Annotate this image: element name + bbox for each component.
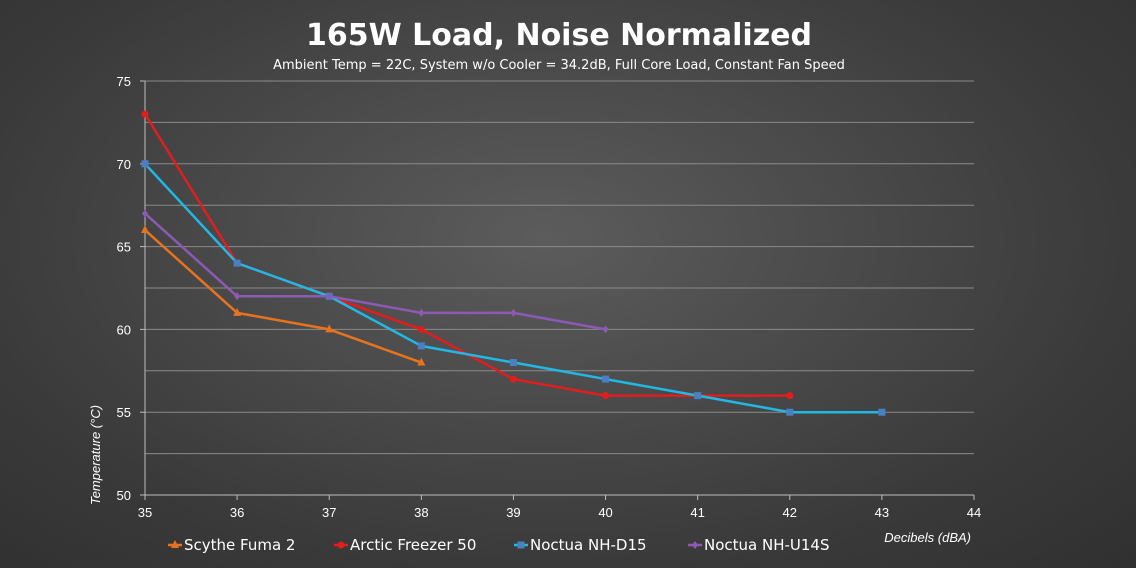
data-point [141,160,149,168]
data-point [509,375,517,383]
data-point [602,375,610,383]
x-tick-label: 44 [967,505,981,520]
data-point [509,359,517,367]
x-axis-label: Decibels (dBA) [884,530,971,545]
legend: Scythe Fuma 2 Arctic Freezer 50 Noctua NH-… [168,536,830,554]
legend-label: Arctic Freezer 50 [350,536,476,554]
data-point [786,408,794,416]
legend-label: Noctua NH-D15 [530,536,647,554]
data-point [337,541,345,549]
x-tick-label: 41 [690,505,704,520]
x-tick-label: 43 [875,505,889,520]
x-tick-label: 35 [138,505,152,520]
x-tick-label: 37 [322,505,336,520]
data-point [786,392,794,400]
data-point [233,259,241,267]
data-point [141,110,149,118]
series-lines [143,113,882,414]
data-point [326,292,333,301]
data-point [142,209,148,218]
data-point [510,308,517,317]
data-point [692,541,698,549]
data-point [878,408,886,416]
series-line [144,212,606,331]
data-point [233,307,242,316]
series-line [144,229,422,364]
x-tick-label: 38 [414,505,428,520]
data-point [325,324,334,333]
chart-subtitle: Ambient Temp = 22C, System w/o Cooler = … [273,58,845,73]
x-tick-label: 42 [783,505,797,520]
x-tick-label: 40 [598,505,612,520]
x-tick-label: 39 [506,505,520,520]
data-point [694,392,702,400]
legend-label: Noctua NH-U14S [704,536,830,554]
data-point [418,308,425,317]
y-tick-label: 65 [117,240,131,255]
y-tick-label: 75 [117,74,131,89]
y-axis-label: Temperature (°C) [88,405,103,505]
chart-title: 165W Load, Noise Normalized [306,18,812,53]
data-point [517,541,525,549]
y-tick-label: 50 [117,488,131,503]
axes: 50 55 60 65 70 75 35 36 37 38 39 40 41 42 43 44 [117,74,982,520]
data-point [141,225,149,234]
data-point [602,325,609,334]
y-tick-label: 60 [117,322,131,337]
data-point [417,357,426,366]
gridlines [145,80,974,455]
data-point [417,325,425,333]
series-markers [141,110,886,416]
x-tick-label: 36 [230,505,244,520]
y-tick-label: 70 [117,157,131,172]
data-point [171,540,179,548]
y-tick-label: 55 [117,405,131,420]
legend-label: Scythe Fuma 2 [184,536,295,554]
data-point [602,392,610,400]
data-point [234,292,241,301]
data-point [417,342,425,350]
